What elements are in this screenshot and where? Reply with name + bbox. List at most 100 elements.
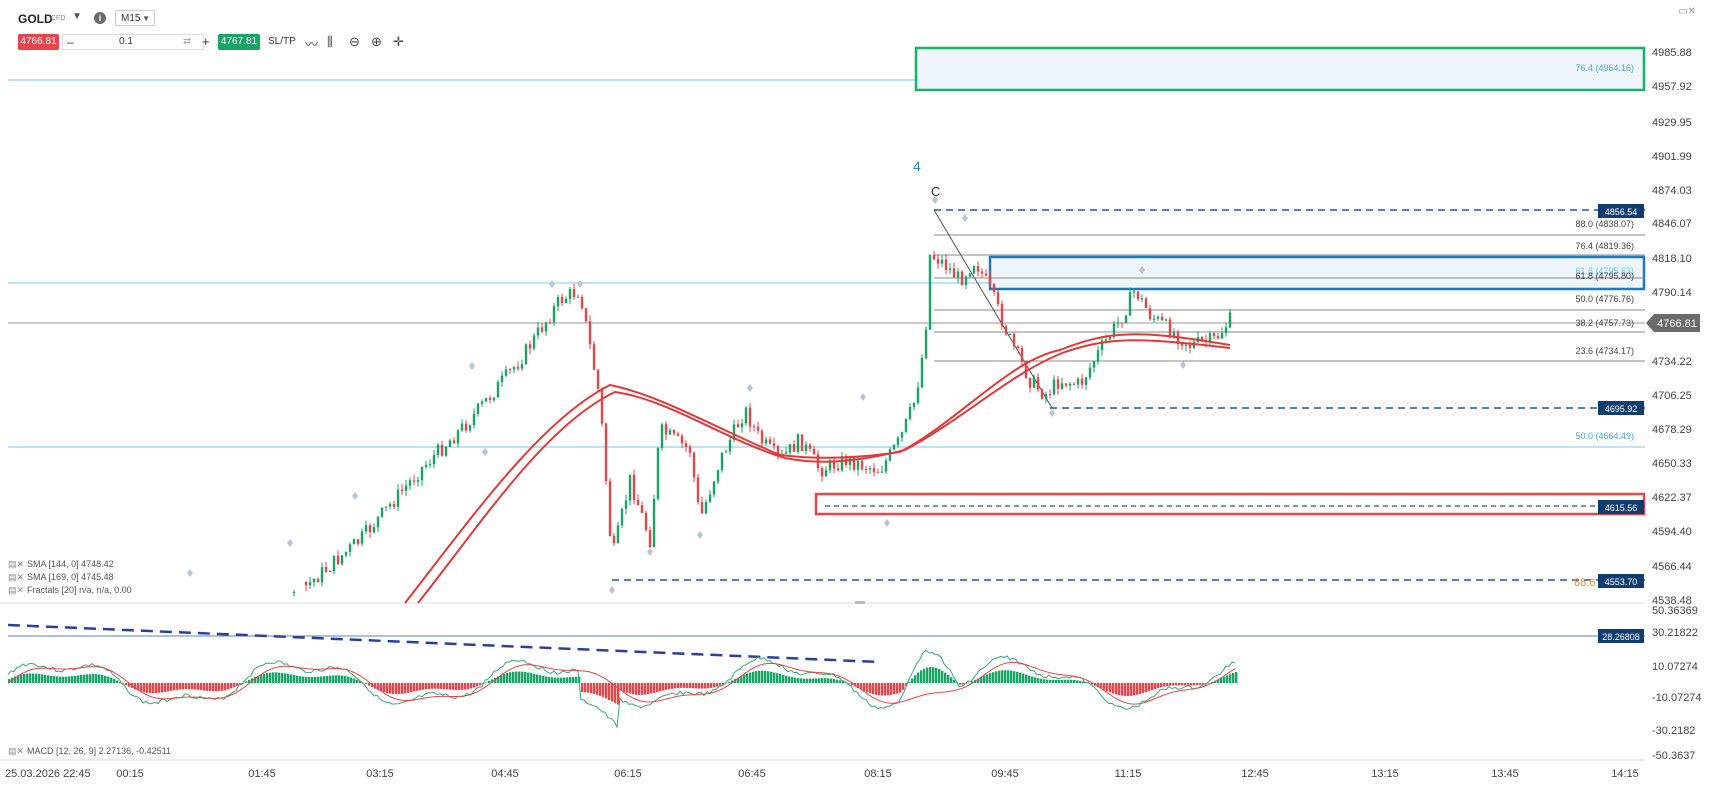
increase-button[interactable]: + (202, 34, 210, 49)
crosshair-icon[interactable]: ✛ (393, 34, 404, 49)
timeframe-select[interactable]: M15 ▼ (115, 10, 155, 26)
macd-histogram-bar (614, 683, 617, 704)
macd-histogram-bar (416, 683, 419, 691)
settings-icon[interactable]: ▤✕ (8, 746, 25, 756)
candle-body (592, 344, 596, 370)
candle-body (608, 481, 612, 536)
candle-body (1216, 336, 1220, 339)
candle-body (408, 480, 412, 486)
symbol-type: CFD (51, 15, 66, 22)
candle-body (880, 471, 884, 473)
macd-histogram-bar (815, 678, 818, 683)
macd-histogram-bar (212, 683, 215, 692)
macd-histogram-bar (176, 683, 179, 690)
zoom-out-icon[interactable]: ⊖ (349, 34, 360, 49)
candle-body (460, 423, 464, 431)
candles-icon[interactable]: ⫼ (327, 34, 333, 49)
macd-histogram-bar (683, 683, 686, 688)
fractal-marker (747, 384, 753, 392)
macd-histogram-bar (17, 675, 20, 683)
window-controls-icon[interactable]: ▭✕ (1678, 6, 1696, 17)
macd-histogram-bar (197, 683, 200, 690)
macd-histogram-bar (479, 683, 482, 686)
macd-histogram-bar (746, 673, 749, 683)
macd-histogram-bar (326, 675, 329, 683)
macd-histogram-bar (26, 673, 29, 683)
symbol-dropdown-icon[interactable]: ▼ (72, 11, 82, 22)
macd-histogram-bar (905, 683, 908, 686)
sltp-button[interactable]: SL/TP (268, 36, 296, 47)
settings-icon[interactable]: ▤✕ (8, 585, 25, 595)
macd-histogram-bar (710, 683, 713, 688)
macd-histogram-bar (209, 683, 212, 692)
fractal-marker (860, 393, 866, 401)
candle-body (1132, 291, 1136, 293)
legend-macd[interactable]: ▤✕ MACD [12, 26, 9] 2.27136, -0.42511 (8, 746, 171, 757)
macd-histogram-bar (20, 674, 23, 683)
candle-body (1036, 377, 1040, 390)
macd-histogram-bar (587, 683, 590, 693)
price-tick-label: 4901.99 (1652, 151, 1692, 163)
fractal-marker (549, 280, 555, 288)
candle-body (1052, 379, 1056, 395)
candle-body (812, 448, 816, 455)
legend-fractals[interactable]: ▤✕ Fractals [20] n/a, n/a, 0.00 (8, 585, 132, 596)
symbol-name[interactable]: GOLD (18, 12, 53, 26)
macd-histogram-bar (47, 675, 50, 683)
macd-histogram-bar (455, 683, 458, 690)
candle-body (636, 499, 640, 506)
candle-body (428, 464, 432, 466)
quantity-stepper[interactable]: – 0.1 ⇄ (62, 34, 204, 50)
macd-histogram-bar (1070, 679, 1073, 683)
macd-histogram-bar (932, 667, 935, 683)
legend-sma144[interactable]: ▤✕ SMA [144, 0] 4748.42 (8, 559, 114, 570)
candle-body (1076, 378, 1080, 385)
buy-button[interactable]: 4767.81 (218, 34, 260, 50)
macd-histogram-bar (554, 677, 557, 683)
legend-sma169[interactable]: ▤✕ SMA [169, 0] 4745.48 (8, 572, 114, 583)
candle-body (752, 426, 756, 428)
candle-body (388, 504, 392, 507)
macd-histogram-bar (1073, 679, 1076, 683)
macd-histogram-bar (191, 683, 194, 690)
macd-histogram-bar (260, 674, 263, 683)
macd-histogram-bar (1025, 674, 1028, 683)
macd-histogram-bar (365, 683, 368, 685)
macd-histogram-bar (857, 683, 860, 689)
candle-body (744, 407, 748, 424)
candle-body (820, 468, 824, 477)
macd-histogram-bar (1037, 678, 1040, 683)
macd-histogram-bar (443, 683, 446, 690)
macd-histogram-bar (914, 675, 917, 683)
zoom-in-icon[interactable]: ⊕ (371, 34, 382, 49)
quantity-input[interactable]: 0.1 (119, 36, 133, 47)
candle-body (328, 571, 332, 573)
candle-body (776, 446, 780, 454)
candle-body (664, 424, 668, 435)
settings-icon[interactable]: ▤✕ (8, 572, 25, 582)
fib-anchor-line (933, 209, 1053, 409)
macd-histogram-bar (950, 677, 953, 683)
candle-body (988, 275, 992, 285)
candle-body (464, 423, 468, 431)
swap-icon[interactable]: ⇄ (183, 36, 192, 47)
price-tick-label: 4594.40 (1652, 526, 1692, 538)
decrease-button[interactable]: – (67, 35, 74, 49)
macd-histogram-bar (689, 683, 692, 689)
line-chart-icon[interactable]: 〰 (305, 37, 319, 52)
macd-histogram-bar (83, 674, 86, 683)
price-badge-label: 4695.92 (1605, 404, 1638, 414)
sell-button[interactable]: 4766.81 (18, 34, 59, 50)
fractal-marker (697, 531, 703, 539)
macd-histogram-bar (413, 683, 416, 692)
macd-histogram-bar (236, 683, 239, 686)
settings-icon[interactable]: ▤✕ (8, 559, 25, 569)
macd-histogram-bar (866, 683, 869, 693)
candle-body (756, 426, 760, 431)
macd-histogram-bar (296, 675, 299, 683)
candle-body (420, 467, 424, 481)
macd-histogram-bar (377, 683, 380, 690)
info-icon[interactable]: i (94, 12, 106, 24)
macd-histogram-bar (137, 683, 140, 691)
